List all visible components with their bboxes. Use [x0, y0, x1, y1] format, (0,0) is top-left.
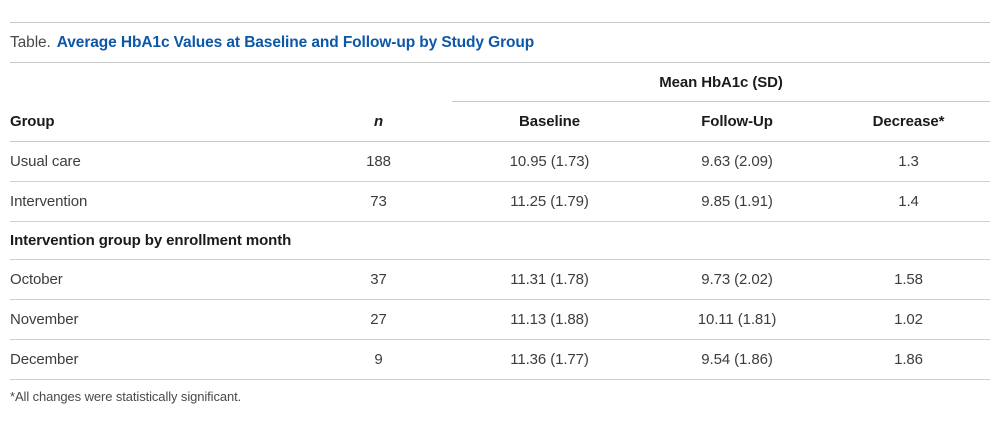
cell-baseline: 11.31 (1.78) [452, 259, 647, 300]
column-header-row: Group n Baseline Follow-Up Decrease* [10, 101, 991, 142]
table-row: December 9 11.36 (1.77) 9.54 (1.86) 1.86 [10, 339, 991, 380]
table-row: October 37 11.31 (1.78) 9.73 (2.02) 1.58 [10, 259, 991, 300]
col-header-followup: Follow-Up [647, 101, 827, 142]
table-row: November 27 11.13 (1.88) 10.11 (1.81) 1.… [10, 299, 991, 340]
table-label: Table. [10, 33, 51, 51]
cell-group: Usual care [10, 141, 305, 182]
col-header-baseline: Baseline [452, 101, 647, 142]
cell-baseline: 10.95 (1.73) [452, 141, 647, 182]
footnote: *All changes were statistically signific… [10, 389, 242, 404]
section-header-label: Intervention group by enrollment month [10, 221, 991, 260]
cell-group: December [10, 339, 305, 380]
cell-decrease: 1.86 [827, 339, 991, 380]
cell-followup: 9.85 (1.91) [647, 181, 827, 222]
cell-decrease: 1.3 [827, 141, 991, 182]
hba1c-table: Mean HbA1c (SD) Group n Baseline Follow-… [10, 63, 991, 380]
table-title-band: Table. Average HbA1c Values at Baseline … [10, 22, 990, 63]
cell-decrease: 1.58 [827, 259, 991, 300]
cell-n: 37 [305, 259, 452, 300]
cell-followup: 9.73 (2.02) [647, 259, 827, 300]
cell-baseline: 11.36 (1.77) [452, 339, 647, 380]
cell-group: Intervention [10, 181, 305, 222]
cell-followup: 9.54 (1.86) [647, 339, 827, 380]
cell-baseline: 11.25 (1.79) [452, 181, 647, 222]
cell-followup: 9.63 (2.09) [647, 141, 827, 182]
cell-decrease: 1.4 [827, 181, 991, 222]
cell-baseline: 11.13 (1.88) [452, 299, 647, 340]
cell-n: 73 [305, 181, 452, 222]
col-header-n: n [305, 101, 452, 142]
spanner-row: Mean HbA1c (SD) [10, 63, 991, 102]
col-header-decrease: Decrease* [827, 101, 991, 142]
cell-n: 9 [305, 339, 452, 380]
cell-followup: 10.11 (1.81) [647, 299, 827, 340]
table-row: Usual care 188 10.95 (1.73) 9.63 (2.09) … [10, 141, 991, 182]
table-title: Average HbA1c Values at Baseline and Fol… [56, 33, 535, 51]
cell-group: October [10, 259, 305, 300]
col-header-group: Group [10, 101, 305, 142]
cell-n: 27 [305, 299, 452, 340]
spanner-header: Mean HbA1c (SD) [452, 63, 991, 102]
cell-n: 188 [305, 141, 452, 182]
spanner-empty-cell [10, 63, 452, 102]
section-header-row: Intervention group by enrollment month [10, 221, 991, 260]
cell-group: November [10, 299, 305, 340]
cell-decrease: 1.02 [827, 299, 991, 340]
table-row: Intervention 73 11.25 (1.79) 9.85 (1.91)… [10, 181, 991, 222]
